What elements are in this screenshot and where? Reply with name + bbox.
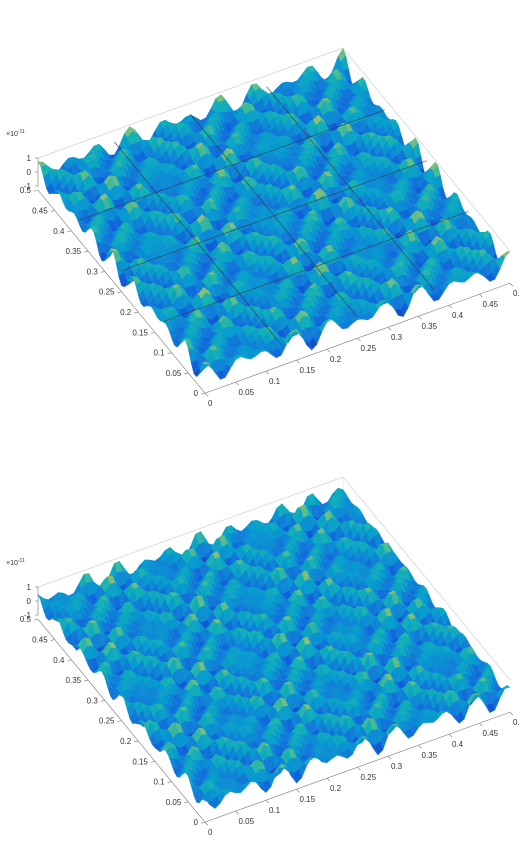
x-tick-label: 0.1 xyxy=(269,377,281,386)
y-tick-label: 0.3 xyxy=(87,267,99,276)
x-tick-label: 0.3 xyxy=(391,762,403,771)
x-tick-label: 0.25 xyxy=(361,773,377,782)
z-exponent-base: ×10 xyxy=(6,560,18,567)
y-tick-label: 0.35 xyxy=(66,676,82,685)
z-exponent-power: -11 xyxy=(18,558,25,564)
y-tick-label: 0.05 xyxy=(166,798,182,807)
y-tick-label: 0 xyxy=(194,818,199,827)
y-tick-label: 0.2 xyxy=(120,308,132,317)
x-tick-label: 0 xyxy=(208,399,213,408)
x-tick-label: 0.3 xyxy=(391,333,403,342)
y-tick-label: 0.45 xyxy=(32,636,48,645)
z-tick-label: -1 xyxy=(24,182,32,191)
z-exponent-label: ×10-11 xyxy=(6,129,25,138)
x-tick-label: 0.15 xyxy=(300,795,316,804)
surface-plot-bottom-svg: 0 0.05 0.1 0.15 0.2 0.25 0.3 0.35 0.4 0.45 0.5 0 0.0… xyxy=(6,476,520,837)
z-exponent-label: ×10-11 xyxy=(6,558,25,567)
y-tick-label: 0.45 xyxy=(32,207,48,216)
y-tick-label: 0.4 xyxy=(53,227,65,236)
surface-mesh xyxy=(37,487,511,809)
y-tick-label: 0.35 xyxy=(66,247,82,256)
y-tick-label: 0 xyxy=(194,389,199,398)
y-tick-label: 0.15 xyxy=(132,757,148,766)
z-tick-label: 0 xyxy=(27,168,32,177)
z-tick-label: 1 xyxy=(27,583,32,592)
x-tick-label: 0.15 xyxy=(300,366,316,375)
x-tick-label: 0.05 xyxy=(239,388,255,397)
y-tick-label: 0.5 xyxy=(20,615,32,624)
z-tick-label: 1 xyxy=(27,154,32,163)
y-tick-label: 0.25 xyxy=(99,717,115,726)
y-tick-label: 0.25 xyxy=(99,288,115,297)
x-tick-label: 0.1 xyxy=(269,806,281,815)
y-tick-label: 0.4 xyxy=(53,656,65,665)
y-tick-labels: 0 0.05 0.1 0.15 0.2 0.25 0.3 0.35 0.4 0.45 0.5 xyxy=(20,615,206,827)
x-tick-label: 0.05 xyxy=(239,817,255,826)
overlay-line xyxy=(79,109,385,221)
y-tick-label: 0.1 xyxy=(153,778,165,787)
y-tick-label: 0.5 xyxy=(20,186,32,195)
overlay-grid xyxy=(79,86,469,345)
y-tick-label: 0.3 xyxy=(87,696,99,705)
y-tick-label: 0.1 xyxy=(153,349,165,358)
y-tick-label: 0.05 xyxy=(166,369,182,378)
z-tick-labels: -1 0 1 xyxy=(24,583,39,620)
z-exponent-power: -11 xyxy=(18,129,25,135)
x-tick-label: 0.45 xyxy=(483,300,499,309)
x-tick-label: 0.2 xyxy=(330,355,342,364)
x-tick-label: 0.45 xyxy=(483,729,499,738)
x-tick-label: 0.2 xyxy=(330,784,342,793)
x-tick-label: 0.35 xyxy=(422,322,438,331)
x-tick-label: 0.5 xyxy=(513,289,520,298)
surface-plot-top-svg: 0 0.05 0.1 0.15 0.2 0.25 0.3 0.35 0.4 0.45 0.5 0 0.0… xyxy=(6,47,520,408)
surface-plot-top: 0 0.05 0.1 0.15 0.2 0.25 0.3 0.35 0.4 0.45 0.5 0 0.0… xyxy=(6,47,520,408)
surface-mesh xyxy=(37,47,511,380)
surface-plot-bottom: 0 0.05 0.1 0.15 0.2 0.25 0.3 0.35 0.4 0.45 0.5 0 0.0… xyxy=(0,429,520,858)
z-tick-label: 0 xyxy=(27,597,32,606)
x-tick-label: 0.35 xyxy=(422,751,438,760)
y-tick-label: 0.15 xyxy=(132,328,148,337)
z-exponent-base: ×10 xyxy=(6,131,18,138)
x-tick-labels: 0 0.05 0.1 0.15 0.2 0.25 0.3 0.35 0.4 0.45 0.5 xyxy=(204,282,520,408)
x-tick-label: 0.4 xyxy=(452,740,464,749)
z-tick-labels: -1 0 1 xyxy=(24,154,39,191)
x-tick-label: 0 xyxy=(208,828,213,837)
x-tick-label: 0.25 xyxy=(361,344,377,353)
z-tick-label: -1 xyxy=(24,611,32,620)
overlay-line xyxy=(266,86,435,290)
x-tick-labels: 0 0.05 0.1 0.15 0.2 0.25 0.3 0.35 0.4 0.45 0.5 xyxy=(204,711,520,837)
y-tick-label: 0.2 xyxy=(120,737,132,746)
x-tick-label: 0.4 xyxy=(452,311,464,320)
y-tick-labels: 0 0.05 0.1 0.15 0.2 0.25 0.3 0.35 0.4 0.45 0.5 xyxy=(20,186,206,398)
x-tick-label: 0.5 xyxy=(513,718,520,727)
overlay-line xyxy=(121,160,427,272)
